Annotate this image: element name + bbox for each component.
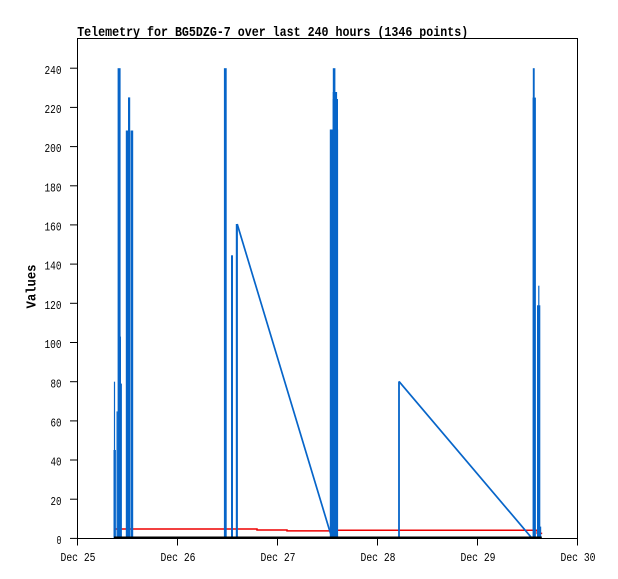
svg-text:40: 40: [51, 456, 62, 470]
svg-text:Telemetry for BG5DZG-7 over la: Telemetry for BG5DZG-7 over last 240 hou…: [77, 25, 468, 41]
svg-text:100: 100: [45, 338, 62, 352]
svg-text:60: 60: [51, 417, 62, 431]
svg-text:80: 80: [51, 377, 62, 391]
svg-text:Dec 25: Dec 25: [61, 551, 96, 565]
svg-text:160: 160: [45, 221, 62, 235]
svg-text:Values: Values: [25, 265, 41, 309]
svg-text:Dec 29: Dec 29: [461, 551, 496, 565]
svg-text:140: 140: [45, 260, 62, 274]
svg-text:Dec 28: Dec 28: [361, 551, 396, 565]
svg-text:220: 220: [45, 103, 62, 117]
svg-text:20: 20: [51, 495, 62, 509]
svg-text:Dec 26: Dec 26: [161, 551, 196, 565]
svg-text:180: 180: [45, 181, 62, 195]
svg-text:200: 200: [45, 142, 62, 156]
svg-text:0: 0: [57, 534, 62, 548]
svg-text:Dec 30: Dec 30: [561, 551, 596, 565]
svg-text:Dec 27: Dec 27: [261, 551, 296, 565]
svg-text:240: 240: [45, 64, 62, 78]
svg-text:120: 120: [45, 299, 62, 313]
